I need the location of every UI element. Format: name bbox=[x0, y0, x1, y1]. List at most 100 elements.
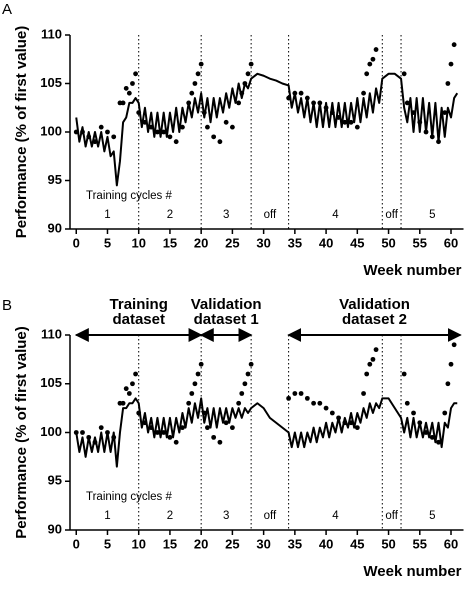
y-tick-label: 110 bbox=[41, 26, 62, 41]
segment-label: off bbox=[385, 209, 398, 221]
segment-label: off bbox=[385, 510, 398, 522]
measurement-dot bbox=[198, 61, 204, 67]
x-tick-label: 20 bbox=[194, 235, 208, 250]
measurement-dot bbox=[336, 115, 341, 120]
measurement-dot bbox=[195, 71, 201, 77]
measurement-dot bbox=[229, 425, 235, 431]
measurement-dot bbox=[404, 100, 410, 106]
measurement-dot bbox=[304, 95, 310, 101]
measurement-dot bbox=[92, 439, 98, 445]
measurement-dot bbox=[186, 100, 192, 106]
measurement-dot bbox=[370, 56, 376, 62]
measurement-dot bbox=[123, 85, 129, 91]
segment-label: off bbox=[264, 510, 277, 522]
measurement-dot bbox=[111, 434, 117, 440]
dataset-label: dataset 2 bbox=[342, 311, 407, 328]
x-axis-label: Week number bbox=[363, 563, 461, 580]
measurement-dot bbox=[189, 391, 195, 396]
x-tick-label: 50 bbox=[381, 536, 395, 551]
measurement-dot bbox=[329, 410, 335, 416]
measurement-dot bbox=[451, 342, 457, 348]
measurement-dot bbox=[342, 119, 348, 125]
measurement-dot bbox=[236, 400, 242, 406]
measurement-dot bbox=[336, 415, 341, 421]
measurement-dot bbox=[105, 129, 110, 135]
measurement-dot bbox=[133, 371, 138, 377]
segment-label: 3 bbox=[223, 510, 229, 522]
measurement-dot bbox=[373, 47, 379, 52]
measurement-dot bbox=[211, 434, 217, 440]
measurement-dot bbox=[323, 105, 329, 111]
measurement-dot bbox=[448, 61, 454, 67]
x-tick-label: 45 bbox=[350, 536, 364, 551]
y-tick-label: 105 bbox=[40, 375, 62, 390]
segment-label: 2 bbox=[167, 510, 173, 522]
measurement-dot bbox=[192, 81, 198, 86]
dataset-label: Validation bbox=[191, 296, 262, 313]
measurement-dot bbox=[155, 129, 160, 135]
measurement-dot bbox=[348, 420, 354, 426]
x-tick-label: 60 bbox=[444, 536, 458, 551]
measurement-dot bbox=[404, 400, 410, 406]
measurement-dot bbox=[367, 61, 373, 67]
x-tick-label: 10 bbox=[131, 235, 145, 250]
panel-label: B bbox=[2, 297, 12, 314]
measurement-dot bbox=[180, 124, 185, 130]
measurement-dot bbox=[239, 391, 245, 396]
x-tick-label: 25 bbox=[225, 235, 239, 250]
measurement-dot bbox=[361, 391, 366, 396]
measurement-dot bbox=[111, 134, 117, 140]
measurement-dot bbox=[429, 434, 435, 440]
measurement-dot bbox=[148, 425, 154, 431]
measurement-dot bbox=[217, 439, 223, 445]
segment-label: 1 bbox=[104, 209, 110, 221]
measurement-dot bbox=[354, 124, 360, 130]
measurement-dot bbox=[286, 395, 292, 401]
measurement-dot bbox=[292, 391, 298, 396]
measurement-dot bbox=[126, 90, 132, 96]
y-tick-label: 90 bbox=[48, 220, 62, 235]
measurement-dot bbox=[201, 410, 207, 416]
measurement-dot bbox=[323, 405, 329, 411]
measurement-dot bbox=[173, 439, 179, 445]
measurement-dot bbox=[417, 420, 423, 426]
measurement-dot bbox=[73, 430, 79, 435]
measurement-dot bbox=[167, 134, 173, 140]
measurement-dot bbox=[136, 110, 142, 115]
measurement-dot bbox=[223, 420, 229, 426]
measurement-dot bbox=[73, 129, 79, 135]
measurement-dot bbox=[292, 90, 298, 96]
segment-label: 4 bbox=[332, 510, 339, 522]
measurement-dot bbox=[189, 90, 195, 96]
measurement-dot bbox=[195, 371, 201, 377]
measurement-dot bbox=[98, 425, 104, 431]
segment-label: 1 bbox=[104, 510, 110, 522]
measurement-dot bbox=[317, 100, 323, 106]
measurement-dot bbox=[448, 361, 454, 367]
measurement-dot bbox=[411, 110, 416, 115]
measurement-dot bbox=[342, 420, 348, 426]
dataset-label: dataset 1 bbox=[194, 311, 259, 328]
measurement-dot bbox=[442, 410, 448, 416]
measurement-dot bbox=[245, 71, 251, 77]
x-tick-label: 35 bbox=[288, 536, 302, 551]
x-tick-label: 50 bbox=[381, 235, 395, 250]
measurement-dot bbox=[354, 425, 360, 431]
segment-caption: Training cycles # bbox=[86, 190, 172, 202]
measurement-dot bbox=[364, 71, 370, 77]
x-tick-label: 45 bbox=[350, 235, 364, 250]
x-tick-label: 55 bbox=[413, 235, 427, 250]
measurement-dot bbox=[217, 139, 223, 145]
x-tick-label: 60 bbox=[444, 235, 458, 250]
measurement-dot bbox=[445, 81, 451, 86]
segment-label: 5 bbox=[429, 209, 435, 221]
x-tick-label: 40 bbox=[319, 536, 333, 551]
measurement-dot bbox=[161, 129, 167, 135]
measurement-dot bbox=[248, 361, 254, 367]
measurement-dot bbox=[130, 381, 135, 387]
measurement-dot bbox=[311, 400, 316, 406]
measurement-dot bbox=[126, 391, 132, 396]
measurement-dot bbox=[370, 356, 376, 362]
measurement-dot bbox=[311, 100, 316, 106]
measurement-dot bbox=[105, 430, 110, 435]
